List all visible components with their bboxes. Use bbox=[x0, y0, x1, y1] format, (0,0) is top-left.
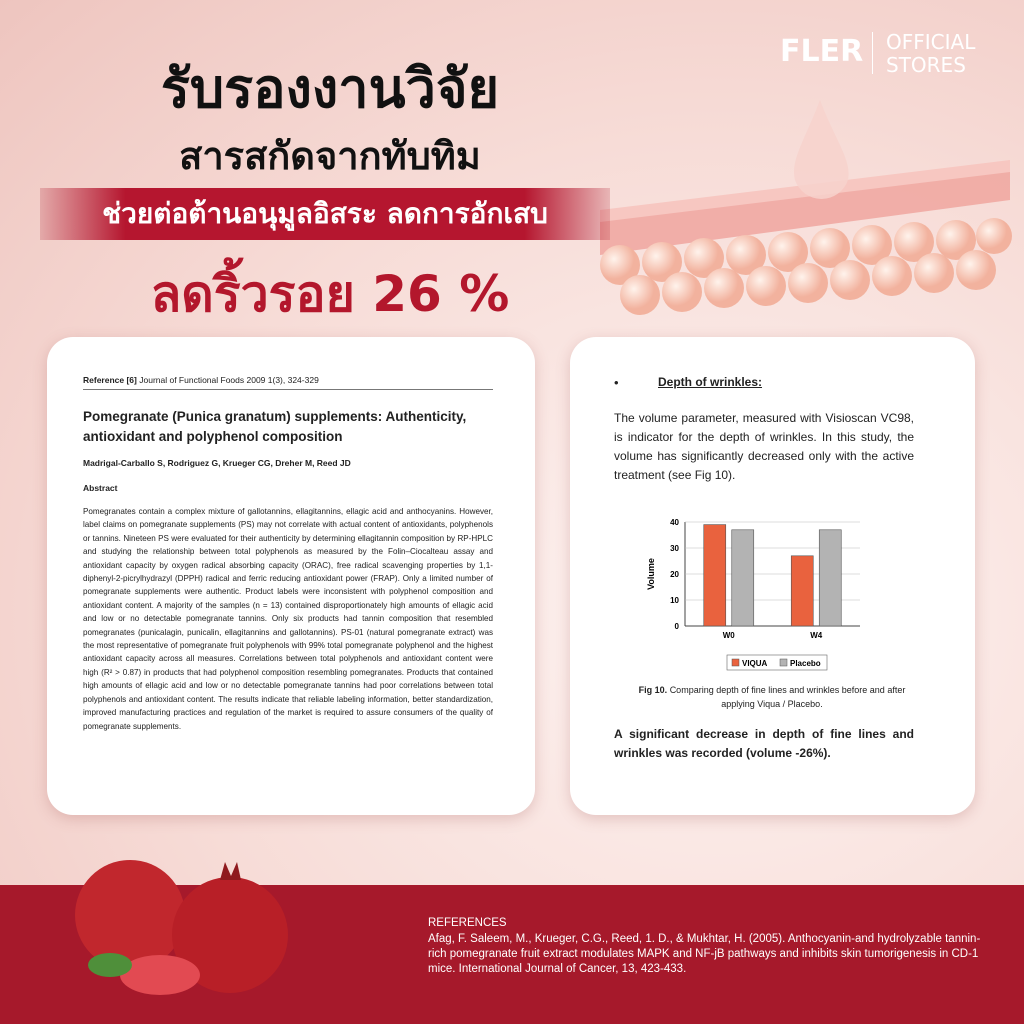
bar bbox=[818, 529, 842, 627]
abstract: Pomegranates contain a complex mixture o… bbox=[83, 507, 493, 731]
reference-label: Reference [6] bbox=[83, 375, 137, 385]
pomegranates bbox=[75, 860, 288, 995]
authors: Madrigal-Carballo S, Rodriguez G, Kruege… bbox=[83, 458, 351, 468]
abstract-heading: Abstract bbox=[83, 483, 118, 493]
paragraph: The volume parameter, measured with Visi… bbox=[614, 411, 914, 482]
y-axis-label: Volume bbox=[646, 558, 656, 590]
footer-heading: REFERENCES bbox=[428, 917, 507, 929]
bar bbox=[703, 524, 727, 627]
bar bbox=[731, 529, 755, 627]
legend-box bbox=[726, 654, 828, 671]
x-tick-label: W4 bbox=[810, 631, 823, 640]
bullet: • bbox=[614, 375, 619, 390]
caption-label: Fig 10. bbox=[638, 685, 668, 695]
logo-line: STORES bbox=[886, 53, 966, 77]
conclusion: A significant decrease in depth of fine … bbox=[614, 727, 914, 760]
reference: Reference [6] Journal of Functional Food… bbox=[83, 375, 493, 390]
banner-text: ช่วยต่อต้านอนุมูลอิสระ ลดการอักเสบ bbox=[102, 197, 548, 230]
paper-title: Pomegranate (Punica granatum) supplement… bbox=[83, 409, 467, 444]
banner: ช่วยต่อต้านอนุมูลอิสระ ลดการอักเสบ bbox=[40, 188, 610, 240]
divider bbox=[872, 32, 873, 74]
y-tick-label: 40 bbox=[670, 518, 679, 527]
y-tick-label: 20 bbox=[670, 570, 679, 579]
caption-text: Comparing depth of fine lines and wrinkl… bbox=[669, 685, 906, 709]
y-tick-label: 10 bbox=[670, 596, 679, 605]
reference-source: Journal of Functional Foods 2009 1(3), 3… bbox=[139, 375, 319, 385]
x-tick-label: W0 bbox=[723, 631, 736, 640]
footer-text: Afag, F. Saleem, M., Krueger, C.G., Reed… bbox=[428, 933, 981, 975]
legend-swatch bbox=[779, 658, 788, 667]
bar bbox=[790, 555, 814, 627]
logo-line: OFFICIAL bbox=[886, 30, 976, 54]
subtitle: สารสกัดจากทับทิม bbox=[179, 134, 481, 178]
chart: Volume 0 10 20 30 40 W0 W4 VIQUA Placebo bbox=[646, 518, 860, 671]
skin-illustration bbox=[600, 100, 1012, 315]
legend-label: VIQUA bbox=[742, 659, 768, 668]
claim: ลดริ้วรอย 26 % bbox=[150, 265, 510, 323]
caption: Fig 10. Comparing depth of fine lines an… bbox=[632, 683, 912, 711]
logo: FLER OFFICIAL STORES bbox=[780, 30, 995, 80]
y-tick-label: 30 bbox=[670, 544, 679, 553]
legend-label: Placebo bbox=[790, 659, 821, 668]
y-tick-label: 0 bbox=[675, 622, 680, 631]
paper-card: Reference [6] Journal of Functional Food… bbox=[47, 337, 535, 815]
heading: Depth of wrinkles: bbox=[658, 375, 763, 389]
result-card: • Depth of wrinkles: The volume paramete… bbox=[570, 337, 975, 815]
brand: FLER bbox=[780, 34, 864, 69]
legend-swatch bbox=[731, 658, 740, 667]
title: รับรองงานวิจัย bbox=[160, 57, 500, 120]
